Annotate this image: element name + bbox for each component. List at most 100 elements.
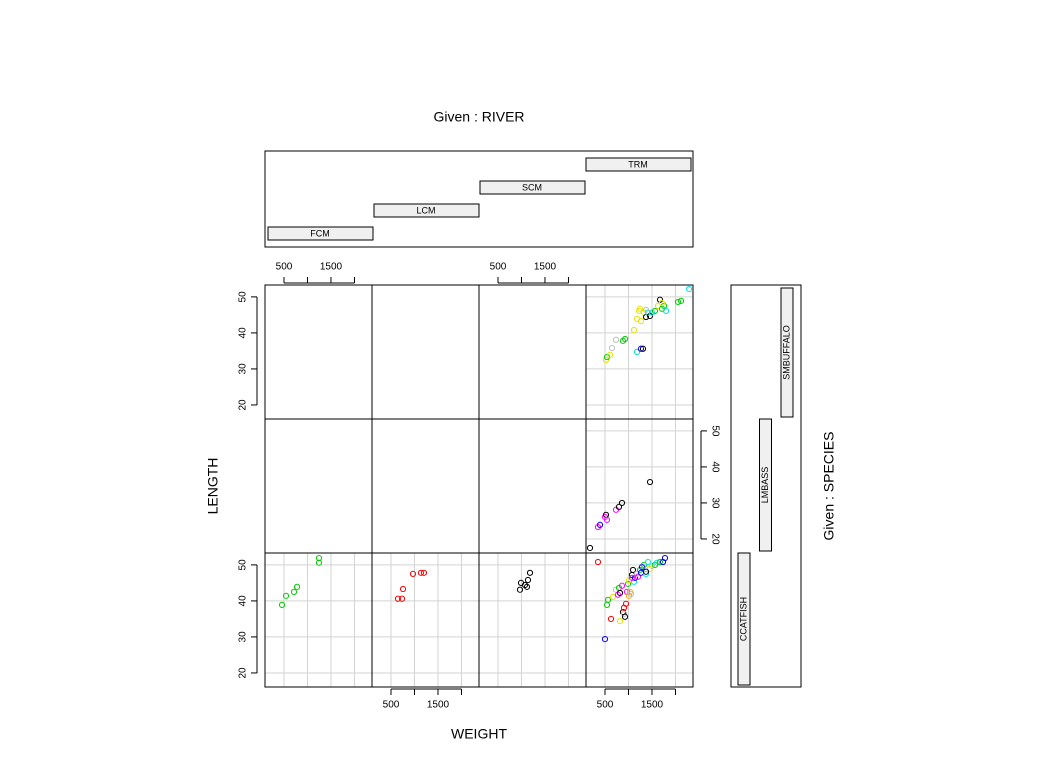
point [526, 569, 534, 576]
point [637, 345, 645, 352]
x-axis-label: WEIGHT [451, 726, 507, 742]
point [634, 573, 642, 580]
x-tick-label: 1500 [427, 700, 450, 711]
point [607, 615, 615, 623]
point [618, 582, 626, 589]
point [656, 558, 664, 566]
y-tick-label: 20 [709, 533, 720, 545]
x-tick-label: 1500 [320, 262, 343, 273]
point [394, 595, 402, 602]
given-level: FCM [310, 228, 330, 238]
point [602, 356, 610, 364]
point [609, 593, 617, 601]
point [642, 568, 650, 575]
point [644, 558, 652, 566]
point [293, 583, 301, 590]
x-tick-label: 500 [276, 262, 293, 273]
given-bar [267, 226, 374, 241]
point [642, 570, 650, 577]
point [637, 317, 645, 325]
point [651, 307, 659, 315]
given-box [264, 150, 694, 248]
point [656, 296, 664, 303]
point [648, 309, 656, 316]
x-tick-label: 500 [383, 700, 400, 711]
given-bar [780, 287, 794, 418]
x-tick-label: 500 [597, 700, 614, 711]
point [642, 306, 650, 313]
y-tick-label: 30 [238, 363, 249, 375]
point [586, 544, 594, 552]
y-tick-label: 50 [238, 559, 249, 571]
given-title: Given : RIVER [433, 109, 524, 125]
y-tick-label: 40 [709, 461, 720, 473]
point [621, 613, 629, 620]
point [633, 570, 641, 577]
point [616, 589, 624, 597]
point [662, 307, 670, 315]
point [629, 566, 637, 574]
y-tick-label: 20 [238, 399, 249, 411]
point [315, 559, 323, 566]
given-level: SMBUFFALO [781, 325, 791, 380]
point [523, 583, 531, 590]
point [420, 569, 428, 576]
point [674, 298, 682, 306]
point [621, 335, 629, 343]
given-title: Given : SPECIES [821, 432, 837, 541]
point [290, 588, 298, 596]
point [399, 585, 407, 593]
y-tick-label: 30 [709, 497, 720, 509]
x-tick-label: 500 [490, 262, 507, 273]
point [639, 345, 647, 352]
point [615, 503, 623, 510]
y-tick-label: 50 [238, 291, 249, 303]
given-bar [585, 157, 692, 172]
point [608, 344, 616, 352]
point [616, 617, 624, 625]
point [640, 561, 648, 568]
point [612, 586, 620, 593]
point [603, 516, 611, 523]
panel [585, 284, 694, 420]
given-level: SCM [522, 182, 542, 192]
point [677, 297, 685, 304]
point [601, 635, 609, 643]
point [612, 336, 620, 343]
point [628, 574, 636, 581]
point [409, 570, 417, 577]
point [596, 521, 604, 529]
given-bar [737, 552, 751, 686]
point [654, 302, 662, 309]
point [622, 600, 630, 607]
point [606, 351, 614, 358]
y-tick-label: 40 [238, 595, 249, 607]
point [648, 562, 656, 570]
point [417, 569, 425, 576]
point [521, 581, 529, 589]
point [633, 348, 641, 356]
given-bar [479, 180, 586, 195]
point [278, 601, 286, 608]
point [315, 554, 323, 562]
given-bar [373, 203, 480, 218]
point [624, 580, 632, 588]
point [398, 595, 406, 602]
point [653, 559, 661, 566]
y-tick-label: 20 [238, 667, 249, 679]
given-level: LCM [416, 205, 435, 215]
point [646, 478, 654, 486]
point [516, 586, 524, 593]
point [630, 326, 638, 334]
point [282, 592, 290, 599]
point [685, 285, 693, 293]
point [658, 299, 666, 307]
x-tick-label: 1500 [534, 262, 557, 273]
point [618, 499, 626, 507]
point [627, 590, 635, 598]
point [661, 554, 669, 562]
point [524, 576, 532, 584]
